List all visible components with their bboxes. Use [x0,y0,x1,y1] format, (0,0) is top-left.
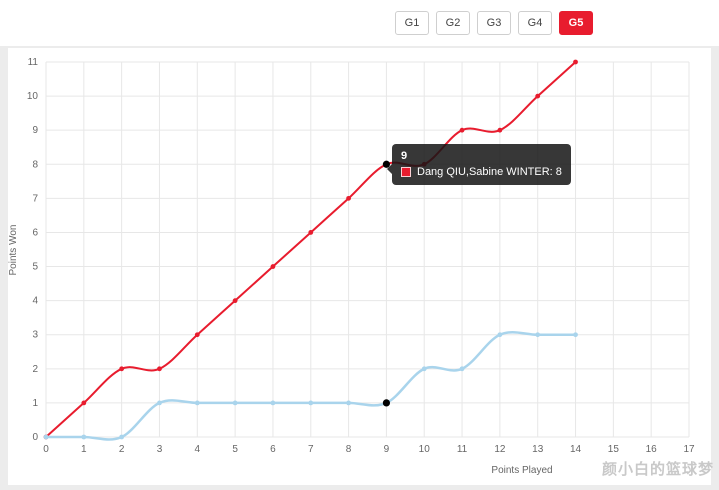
data-point [573,59,578,65]
x-tick-label: 0 [43,444,49,455]
top-bar: G1 G2 G3 G4 G5 [0,0,719,46]
data-point [308,400,314,406]
data-point [232,298,238,304]
y-tick-label: 7 [32,193,38,204]
x-tick-label: 11 [457,444,468,455]
chart-tooltip: 9 Dang QIU,Sabine WINTER: 8 [387,144,571,185]
data-point [194,332,200,338]
x-tick-label: 13 [532,444,544,455]
tab-g2[interactable]: G2 [436,11,470,35]
data-point [119,434,125,440]
tab-g5[interactable]: G5 [559,11,593,35]
y-tick-label: 5 [32,262,38,273]
chart-card: 0 1 2 3 4 5 6 7 8 9 10 11 12 13 14 15 16 17 0 1 2 3 4 5 6 7 8 9 10 11… [8,48,711,485]
data-point [81,434,87,440]
data-point [421,366,427,372]
data-point [308,230,314,235]
y-tick-label: 8 [32,159,38,170]
tab-g1[interactable]: G1 [395,11,429,35]
x-tick-label: 12 [494,444,506,455]
x-tick-label: 15 [608,444,620,455]
x-axis-title: Points Played [491,465,553,476]
x-tick-label: 17 [683,444,695,455]
y-axis-title: Points Won [8,224,19,276]
y-tick-label: 2 [32,364,38,375]
data-point [157,400,162,406]
x-tick-label: 9 [384,444,390,455]
data-point [459,366,465,372]
x-tick-label: 3 [157,444,163,455]
hover-point[interactable] [382,399,391,407]
x-tick-label: 1 [81,444,87,455]
x-tick-label: 8 [346,444,352,455]
tab-g3[interactable]: G3 [477,11,511,35]
tooltip-title: 9 [401,150,408,162]
data-point [535,332,541,338]
y-tick-label: 10 [27,91,39,102]
x-tick-label: 10 [419,444,431,455]
data-point [43,434,49,440]
data-point [270,400,276,406]
data-point [346,400,351,406]
x-tick-label: 7 [308,444,314,455]
data-point [573,332,578,338]
watermark: 颜小白的篮球梦 [601,461,714,478]
data-point [497,127,503,133]
data-point [270,264,276,269]
tooltip-row: Dang QIU,Sabine WINTER: 8 [401,166,562,178]
y-tick-label: 1 [32,398,38,409]
data-point [459,127,465,133]
data-point [81,400,87,406]
data-point [497,332,503,338]
x-tick-label: 16 [646,444,658,455]
data-point [232,400,238,406]
y-tick-label: 0 [32,432,38,443]
y-tick-label: 6 [32,227,38,238]
x-tick-label: 14 [570,444,582,455]
y-tick-label: 4 [32,296,38,307]
tooltip-series-value: Dang QIU,Sabine WINTER: 8 [417,166,562,178]
data-point [194,400,200,406]
y-tick-label: 9 [32,125,38,136]
data-point [157,366,162,372]
game-tabs: G1 G2 G3 G4 G5 [395,11,593,35]
data-point [119,366,125,372]
x-tick-label: 6 [270,444,276,455]
x-tick-label: 4 [195,444,201,455]
y-tick-label: 11 [28,57,39,68]
x-tick-label: 5 [232,444,238,455]
tooltip-color-box [401,167,411,177]
y-tick-label: 3 [32,330,38,341]
x-tick-label: 2 [119,444,125,455]
data-point [535,93,541,99]
data-point [346,195,351,201]
tab-g4[interactable]: G4 [518,11,552,35]
